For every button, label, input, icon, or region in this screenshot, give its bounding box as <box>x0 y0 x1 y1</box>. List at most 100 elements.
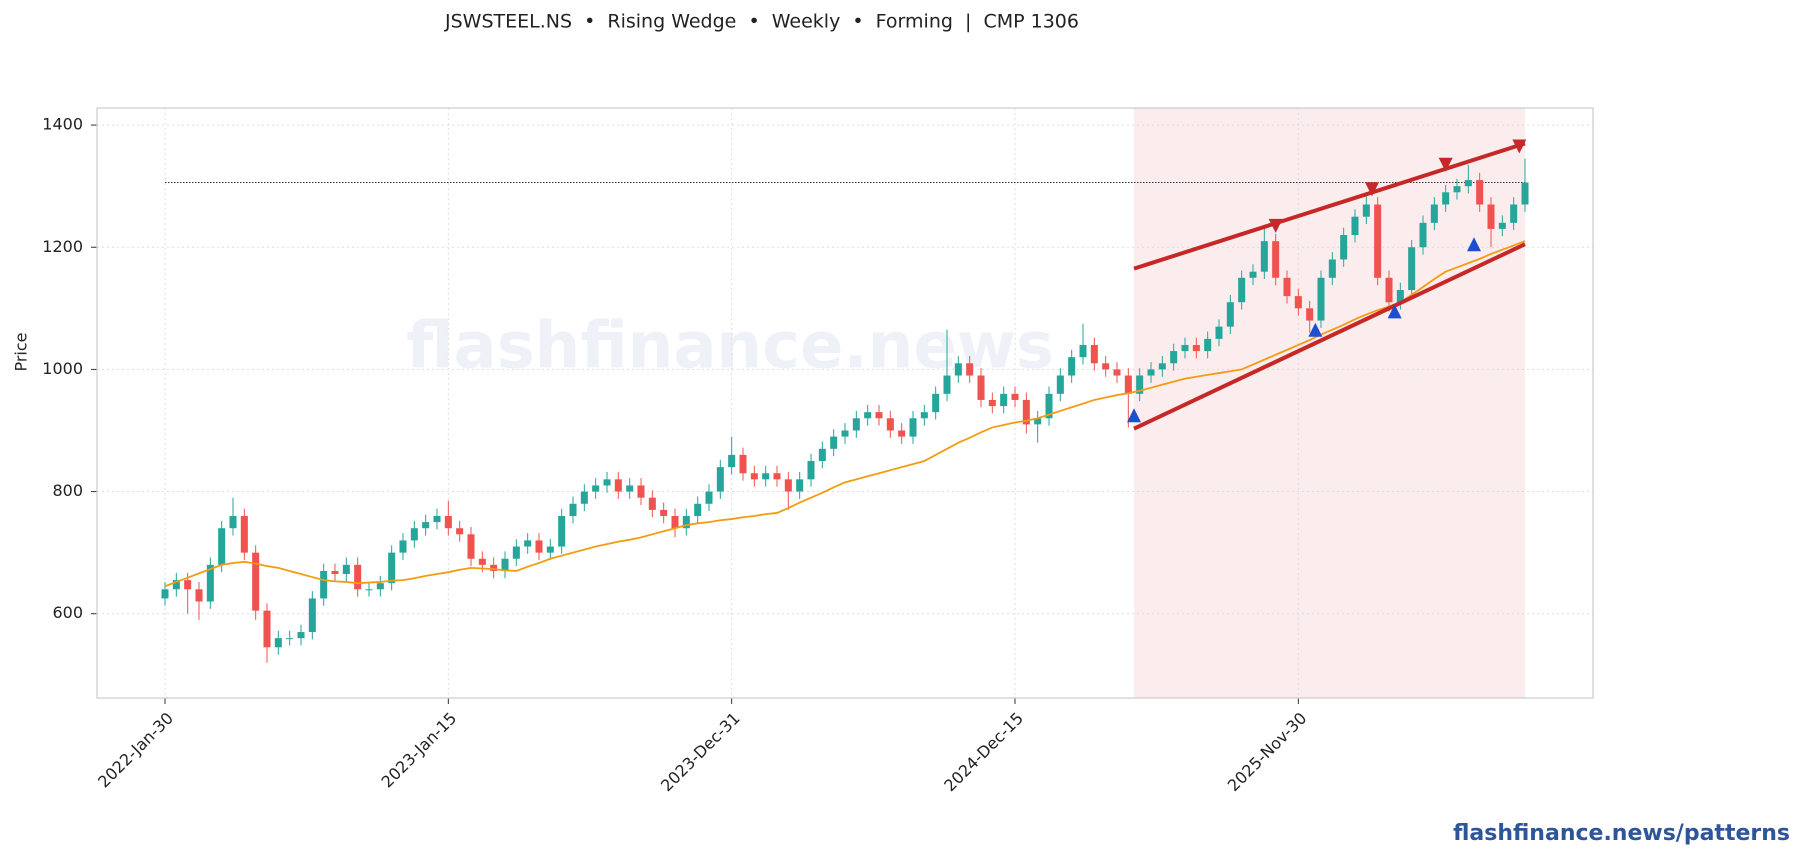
candle-body <box>954 363 962 376</box>
candle-body <box>1408 247 1416 291</box>
candle-body <box>252 552 260 611</box>
candle-body <box>1113 369 1121 376</box>
x-tick-label: 2024-Dec-15 <box>940 709 1027 796</box>
candle-body <box>626 485 634 492</box>
candle-body <box>1045 393 1053 419</box>
candle-body <box>388 552 396 584</box>
candle-body <box>206 564 214 602</box>
candle-body <box>920 412 928 419</box>
candle-body <box>909 418 917 437</box>
candle-body <box>943 375 951 394</box>
candle-body <box>1000 393 1008 407</box>
candle-body <box>1090 344 1098 364</box>
y-tick-label: 1200 <box>42 237 83 256</box>
candle-body <box>1260 241 1268 272</box>
candle-body <box>739 454 747 474</box>
candle-body <box>637 485 645 498</box>
candle-body <box>1068 357 1076 376</box>
y-axis-label: Price <box>12 332 31 371</box>
candle-body <box>1498 222 1506 229</box>
candle-body <box>1283 277 1291 297</box>
candle-body <box>1521 182 1529 205</box>
candle-body <box>852 418 860 431</box>
candle-body <box>750 473 758 480</box>
candle-body <box>1102 363 1110 370</box>
candle-body <box>773 473 781 480</box>
candle-body <box>648 497 656 510</box>
candle-body <box>1011 393 1019 400</box>
candle-body <box>1147 369 1155 376</box>
candle-body <box>762 473 770 480</box>
candle-body <box>274 638 282 648</box>
candle-body <box>660 509 668 516</box>
x-tick-label: 2023-Dec-31 <box>657 709 744 796</box>
candle-body <box>1487 204 1495 229</box>
candle-body <box>1351 216 1359 236</box>
candle-body <box>784 479 792 492</box>
candle-body <box>354 564 362 590</box>
candle-body <box>1192 344 1200 352</box>
candle-body <box>830 436 838 449</box>
candle-body <box>422 522 430 529</box>
candle-body <box>716 467 724 492</box>
candle-body <box>1374 204 1382 278</box>
x-tick-label: 2025-Nov-30 <box>1224 709 1311 796</box>
candle-body <box>365 589 373 591</box>
candle-body <box>1181 344 1189 352</box>
candle-body <box>1034 418 1042 425</box>
candle-body <box>1385 277 1393 303</box>
trough-marker <box>1387 304 1402 319</box>
peak-marker <box>1512 139 1527 154</box>
peak-marker <box>1365 182 1379 197</box>
candle-body <box>1430 204 1438 223</box>
watermark: flashfinance.news <box>406 310 1054 384</box>
candle-body <box>444 515 452 529</box>
candle-body <box>490 564 498 571</box>
trough-marker <box>1467 237 1481 252</box>
candle-body <box>1022 399 1030 425</box>
candle-body <box>1464 180 1472 187</box>
candle-body <box>297 632 305 639</box>
candle-body <box>1136 375 1144 394</box>
candle-body <box>1453 186 1461 193</box>
candle-body <box>184 580 192 590</box>
candle-body <box>1215 326 1223 339</box>
trough-marker <box>1127 408 1141 423</box>
candle-body <box>592 485 600 492</box>
candle-body <box>977 375 985 400</box>
y-tick-label: 800 <box>52 481 83 500</box>
candle-body <box>1328 259 1336 278</box>
candle-body <box>161 589 169 599</box>
candle-body <box>966 363 974 376</box>
candle-body <box>603 479 611 486</box>
x-tick-label: 2022-Jan-30 <box>94 709 177 792</box>
candle-body <box>286 638 294 640</box>
candle-body <box>501 558 509 571</box>
candle-body <box>218 528 226 565</box>
candle-body <box>229 515 237 529</box>
y-tick-label: 1000 <box>42 359 83 378</box>
candle-body <box>671 515 679 529</box>
candle-body <box>694 503 702 516</box>
candle-body <box>1317 277 1325 321</box>
candle-body <box>558 515 566 547</box>
chart-title: JSWSTEEL.NS • Rising Wedge • Weekly • Fo… <box>444 11 1079 33</box>
candle-body <box>580 491 588 504</box>
candle-body <box>1510 204 1518 223</box>
candle-body <box>467 534 475 559</box>
candle-body <box>1158 363 1166 370</box>
candle-body <box>320 570 328 599</box>
candle-body <box>705 491 713 504</box>
candle-body <box>512 546 520 559</box>
candle-body <box>875 412 883 419</box>
candle-body <box>1396 290 1404 303</box>
candle-body <box>342 564 350 575</box>
candle-body <box>807 461 815 480</box>
candle-body <box>195 589 203 602</box>
candle-body <box>1272 241 1280 278</box>
candle-body <box>1238 277 1246 303</box>
candle-body <box>818 448 826 462</box>
candle-body <box>988 399 996 407</box>
candle-body <box>1249 271 1257 278</box>
